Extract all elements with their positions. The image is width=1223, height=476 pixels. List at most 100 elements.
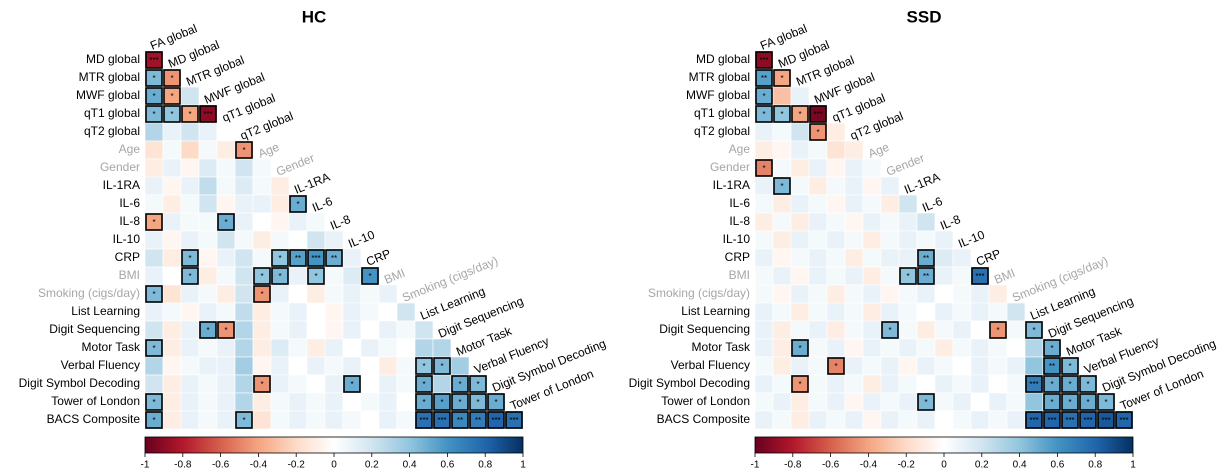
significance-label: * bbox=[278, 254, 281, 263]
heatmap-cell bbox=[216, 356, 236, 376]
heatmap-cell bbox=[144, 266, 164, 286]
heatmap-cell bbox=[844, 158, 864, 178]
heatmap-cell bbox=[378, 320, 398, 340]
heatmap-cell bbox=[808, 392, 828, 412]
significance-box bbox=[755, 105, 773, 123]
heatmap-cell bbox=[252, 392, 272, 412]
significance-box bbox=[1061, 375, 1079, 393]
heatmap-cell bbox=[862, 266, 882, 286]
significance-label: * bbox=[1086, 398, 1089, 407]
significance-box bbox=[253, 375, 271, 393]
heatmap-cell bbox=[252, 410, 272, 430]
significance-label: * bbox=[422, 380, 425, 389]
heatmap-cell bbox=[898, 194, 918, 214]
heatmap-cell bbox=[862, 284, 882, 304]
significance-label: * bbox=[260, 272, 263, 281]
colorbar-tick-label: -0.8 bbox=[784, 460, 802, 471]
heatmap-cell bbox=[198, 230, 218, 250]
heatmap-cell bbox=[288, 284, 308, 304]
heatmap-cell bbox=[952, 284, 972, 304]
heatmap-cell bbox=[504, 410, 524, 430]
row-label: BACS Composite bbox=[47, 412, 141, 426]
heatmap-cell bbox=[952, 248, 972, 268]
heatmap-cell bbox=[234, 356, 254, 376]
heatmap-cell bbox=[988, 374, 1008, 394]
column-label: Gender bbox=[884, 151, 926, 179]
heatmap-cell bbox=[162, 158, 182, 178]
heatmap-cell bbox=[162, 356, 182, 376]
heatmap-cell bbox=[162, 194, 182, 214]
heatmap-cell bbox=[450, 356, 470, 376]
heatmap-cell bbox=[252, 302, 272, 322]
significance-label: * bbox=[888, 326, 891, 335]
heatmap-cell bbox=[396, 356, 416, 376]
heatmap-cell bbox=[934, 338, 954, 358]
heatmap-cell bbox=[916, 410, 936, 430]
row-label: MD global bbox=[86, 52, 140, 66]
heatmap-cell bbox=[144, 122, 164, 142]
heatmap-cell bbox=[324, 230, 344, 250]
heatmap-cell bbox=[396, 410, 416, 430]
heatmap-cell bbox=[754, 320, 774, 340]
significance-label: * bbox=[314, 272, 317, 281]
significance-box bbox=[773, 69, 791, 87]
significance-box bbox=[181, 267, 199, 285]
heatmap-cell bbox=[754, 212, 774, 232]
significance-label: * bbox=[816, 128, 819, 137]
heatmap-cell bbox=[826, 302, 846, 322]
heatmap-cell bbox=[162, 266, 182, 286]
heatmap-cell bbox=[880, 410, 900, 430]
heatmap-cell bbox=[288, 392, 308, 412]
significance-box bbox=[253, 267, 271, 285]
heatmap-cell bbox=[180, 230, 200, 250]
heatmap-cell bbox=[808, 212, 828, 232]
significance-label: *** bbox=[1065, 416, 1074, 425]
significance-label: ** bbox=[331, 254, 337, 263]
significance-box bbox=[989, 321, 1007, 339]
significance-box bbox=[469, 375, 487, 393]
row-label: BMI bbox=[729, 268, 750, 282]
heatmap-cell bbox=[432, 338, 452, 358]
heatmap-cell bbox=[898, 356, 918, 376]
heatmap-cell bbox=[180, 86, 200, 106]
heatmap-cell bbox=[934, 302, 954, 322]
heatmap-cell bbox=[754, 194, 774, 214]
heatmap-cell bbox=[216, 410, 236, 430]
significance-label: *** bbox=[1029, 380, 1038, 389]
heatmap-cell bbox=[360, 338, 380, 358]
significance-label: *** bbox=[491, 416, 500, 425]
heatmap-cell bbox=[880, 392, 900, 412]
significance-box bbox=[1061, 411, 1079, 429]
heatmap-cell bbox=[808, 410, 828, 430]
significance-box bbox=[343, 375, 361, 393]
heatmap-cell bbox=[216, 158, 236, 178]
heatmap-cell bbox=[898, 410, 918, 430]
significance-label: * bbox=[188, 110, 191, 119]
heatmap-cell bbox=[144, 176, 164, 196]
heatmap-cell bbox=[270, 176, 290, 196]
heatmap-cell bbox=[180, 374, 200, 394]
row-label: CRP bbox=[115, 250, 140, 264]
heatmap-cell bbox=[180, 284, 200, 304]
heatmap-cell bbox=[270, 302, 290, 322]
heatmap-cell bbox=[844, 266, 864, 286]
heatmap-cell bbox=[790, 284, 810, 304]
heatmap-cell bbox=[180, 140, 200, 160]
heatmap-cell bbox=[324, 356, 344, 376]
row-label: Verbal Fluency bbox=[61, 358, 140, 372]
significance-label: * bbox=[798, 344, 801, 353]
heatmap-cell bbox=[378, 410, 398, 430]
heatmap-cell bbox=[934, 356, 954, 376]
heatmap-cell bbox=[790, 158, 810, 178]
significance-label: *** bbox=[975, 272, 984, 281]
significance-box bbox=[163, 105, 181, 123]
heatmap-cell bbox=[826, 338, 846, 358]
heatmap-cell bbox=[808, 176, 828, 196]
row-label: IL-1RA bbox=[713, 178, 750, 192]
row-label: BMI bbox=[119, 268, 140, 282]
heatmap-cell bbox=[306, 410, 326, 430]
heatmap-cell bbox=[342, 392, 362, 412]
heatmap-cell bbox=[162, 176, 182, 196]
heatmap-cell bbox=[144, 356, 164, 376]
row-label: IL-8 bbox=[729, 214, 750, 228]
